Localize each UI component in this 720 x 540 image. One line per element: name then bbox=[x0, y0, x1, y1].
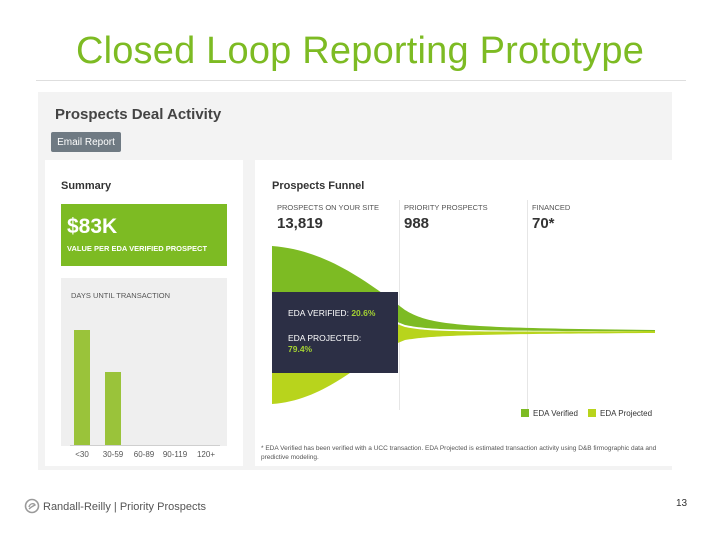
funnel-tooltip: EDA VERIFIED: 20.6% EDA PROJECTED: 79.4% bbox=[272, 292, 398, 373]
column-divider bbox=[527, 200, 528, 410]
value-per-prospect-box: $83K VALUE PER EDA VERIFIED PROSPECT bbox=[61, 204, 227, 266]
days-tick-label: 60-89 bbox=[133, 450, 155, 459]
funnel-heading: Prospects Funnel bbox=[272, 180, 365, 192]
app-screenshot: Prospects Deal Activity Email Report Sum… bbox=[38, 92, 672, 470]
legend-item-projected: EDA Projected bbox=[588, 408, 652, 418]
days-chart-title: DAYS UNTIL TRANSACTION bbox=[71, 291, 171, 300]
summary-card: Summary $83K VALUE PER EDA VERIFIED PROS… bbox=[45, 160, 243, 466]
days-bar-0 bbox=[74, 330, 90, 445]
days-bar-area bbox=[70, 308, 220, 446]
page-number: 13 bbox=[676, 498, 688, 509]
metric-value-site: 13,819 bbox=[277, 215, 323, 232]
legend-swatch-verified bbox=[521, 409, 529, 417]
legend-item-verified: EDA Verified bbox=[521, 408, 578, 418]
tooltip-projected-label: EDA PROJECTED: bbox=[288, 333, 362, 343]
funnel-card: Prospects Funnel PROSPECTS ON YOUR SITE … bbox=[255, 160, 672, 466]
days-tick-label: <30 bbox=[75, 450, 89, 459]
footer-text: Randall-Reilly | Priority Prospects bbox=[43, 501, 207, 513]
value-caption: VALUE PER EDA VERIFIED PROSPECT bbox=[67, 244, 208, 253]
funnel-verified-band bbox=[272, 246, 655, 331]
title-divider bbox=[36, 80, 686, 81]
tooltip-verified-value: 20.6% bbox=[351, 308, 376, 318]
email-report-button[interactable]: Email Report bbox=[51, 132, 121, 152]
days-bar-1 bbox=[105, 372, 121, 445]
metric-label-financed: FINANCED bbox=[532, 203, 571, 212]
days-tick-label: 90-119 bbox=[162, 450, 188, 459]
metric-value-financed: 70* bbox=[532, 215, 555, 232]
funnel-footnote: * EDA Verified has been verified with a … bbox=[261, 445, 657, 461]
legend-label-verified: EDA Verified bbox=[533, 408, 578, 418]
legend-swatch-projected bbox=[588, 409, 596, 417]
days-tick-label: 120+ bbox=[196, 450, 216, 459]
column-divider bbox=[399, 200, 400, 410]
metric-value-priority: 988 bbox=[404, 215, 430, 232]
slide-title: Closed Loop Reporting Prototype bbox=[75, 30, 645, 72]
company-logo-icon bbox=[24, 498, 40, 514]
metric-label-priority: PRIORITY PROSPECTS bbox=[404, 203, 488, 212]
metric-label-site: PROSPECTS ON YOUR SITE bbox=[277, 203, 379, 212]
tooltip-projected-value: 79.4% bbox=[288, 344, 313, 354]
summary-heading: Summary bbox=[61, 180, 112, 192]
value-amount: $83K bbox=[67, 215, 118, 238]
tooltip-verified-label: EDA VERIFIED: bbox=[288, 308, 349, 318]
legend-label-projected: EDA Projected bbox=[600, 408, 653, 418]
page-heading: Prospects Deal Activity bbox=[55, 106, 222, 123]
days-tick-label: 30-59 bbox=[102, 450, 124, 459]
days-until-transaction-panel: DAYS UNTIL TRANSACTION bbox=[61, 278, 227, 446]
